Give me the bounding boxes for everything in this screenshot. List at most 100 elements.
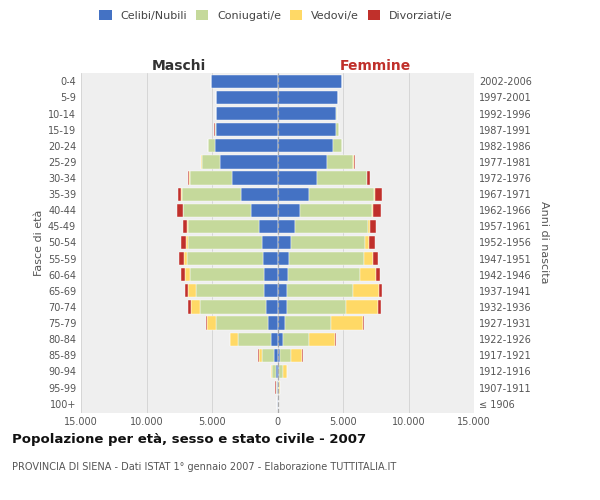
Bar bbox=[290, 348, 302, 362]
Bar bbox=[279, 365, 283, 378]
Bar bbox=[360, 268, 376, 281]
Bar bbox=[277, 348, 280, 362]
Bar bbox=[188, 236, 262, 249]
Bar bbox=[271, 365, 272, 378]
Bar bbox=[277, 220, 295, 233]
Bar bbox=[262, 236, 277, 249]
Bar bbox=[190, 172, 232, 184]
Bar bbox=[277, 300, 287, 314]
Bar bbox=[183, 220, 187, 233]
Bar bbox=[283, 365, 287, 378]
Bar bbox=[300, 204, 372, 217]
Bar bbox=[376, 268, 380, 281]
Bar bbox=[277, 252, 289, 265]
Bar bbox=[185, 284, 188, 298]
Bar bbox=[188, 172, 190, 184]
Bar bbox=[379, 284, 382, 298]
Bar bbox=[331, 316, 364, 330]
Bar bbox=[277, 91, 338, 104]
Bar bbox=[208, 139, 215, 152]
Bar bbox=[346, 300, 379, 314]
Bar bbox=[277, 156, 327, 168]
Bar bbox=[277, 284, 287, 298]
Text: Femmine: Femmine bbox=[340, 58, 412, 72]
Bar bbox=[277, 316, 285, 330]
Bar bbox=[373, 252, 379, 265]
Bar bbox=[216, 91, 277, 104]
Bar bbox=[370, 220, 376, 233]
Bar bbox=[188, 300, 191, 314]
Bar bbox=[277, 381, 278, 394]
Bar bbox=[372, 204, 373, 217]
Bar bbox=[277, 188, 309, 201]
Bar bbox=[187, 252, 263, 265]
Bar bbox=[179, 252, 184, 265]
Bar bbox=[309, 188, 374, 201]
Bar bbox=[191, 300, 200, 314]
Bar bbox=[241, 188, 277, 201]
Y-axis label: Anni di nascita: Anni di nascita bbox=[539, 201, 548, 283]
Bar bbox=[276, 365, 277, 378]
Bar bbox=[279, 381, 280, 394]
Bar bbox=[327, 156, 353, 168]
Bar bbox=[277, 172, 317, 184]
Bar bbox=[272, 365, 276, 378]
Bar bbox=[188, 284, 196, 298]
Bar bbox=[262, 348, 274, 362]
Bar bbox=[332, 139, 341, 152]
Bar bbox=[187, 236, 188, 249]
Bar bbox=[374, 188, 375, 201]
Bar bbox=[368, 220, 370, 233]
Bar bbox=[268, 316, 277, 330]
Bar bbox=[271, 332, 277, 346]
Bar bbox=[309, 332, 335, 346]
Bar bbox=[215, 123, 216, 136]
Bar bbox=[216, 107, 277, 120]
Bar bbox=[251, 204, 277, 217]
Bar bbox=[216, 316, 268, 330]
Bar bbox=[185, 268, 190, 281]
Bar bbox=[259, 220, 277, 233]
Bar bbox=[187, 220, 188, 233]
Bar bbox=[215, 139, 277, 152]
Bar bbox=[295, 220, 368, 233]
Bar bbox=[211, 75, 277, 88]
Bar bbox=[264, 268, 277, 281]
Bar bbox=[337, 123, 339, 136]
Bar bbox=[263, 252, 277, 265]
Bar bbox=[266, 300, 277, 314]
Bar bbox=[375, 188, 382, 201]
Bar bbox=[259, 348, 262, 362]
Bar bbox=[277, 204, 300, 217]
Bar bbox=[283, 332, 309, 346]
Bar bbox=[277, 123, 337, 136]
Bar bbox=[276, 381, 277, 394]
Bar bbox=[232, 172, 277, 184]
Bar bbox=[379, 300, 381, 314]
Bar bbox=[277, 268, 288, 281]
Bar bbox=[277, 107, 337, 120]
Bar bbox=[202, 156, 220, 168]
Bar bbox=[220, 156, 277, 168]
Text: Maschi: Maschi bbox=[152, 58, 206, 72]
Bar bbox=[353, 284, 379, 298]
Bar bbox=[353, 156, 355, 168]
Bar bbox=[200, 300, 266, 314]
Bar bbox=[277, 365, 279, 378]
Bar bbox=[188, 220, 259, 233]
Bar bbox=[201, 156, 202, 168]
Text: Popolazione per età, sesso e stato civile - 2007: Popolazione per età, sesso e stato civil… bbox=[12, 432, 366, 446]
Bar bbox=[182, 204, 183, 217]
Bar bbox=[342, 139, 343, 152]
Bar bbox=[367, 172, 370, 184]
Bar bbox=[277, 332, 283, 346]
Bar bbox=[285, 316, 331, 330]
Bar bbox=[181, 268, 185, 281]
Bar bbox=[182, 188, 241, 201]
Bar bbox=[277, 75, 341, 88]
Bar bbox=[369, 236, 375, 249]
Bar bbox=[216, 123, 277, 136]
Bar bbox=[364, 252, 373, 265]
Bar bbox=[277, 139, 332, 152]
Bar bbox=[178, 188, 181, 201]
